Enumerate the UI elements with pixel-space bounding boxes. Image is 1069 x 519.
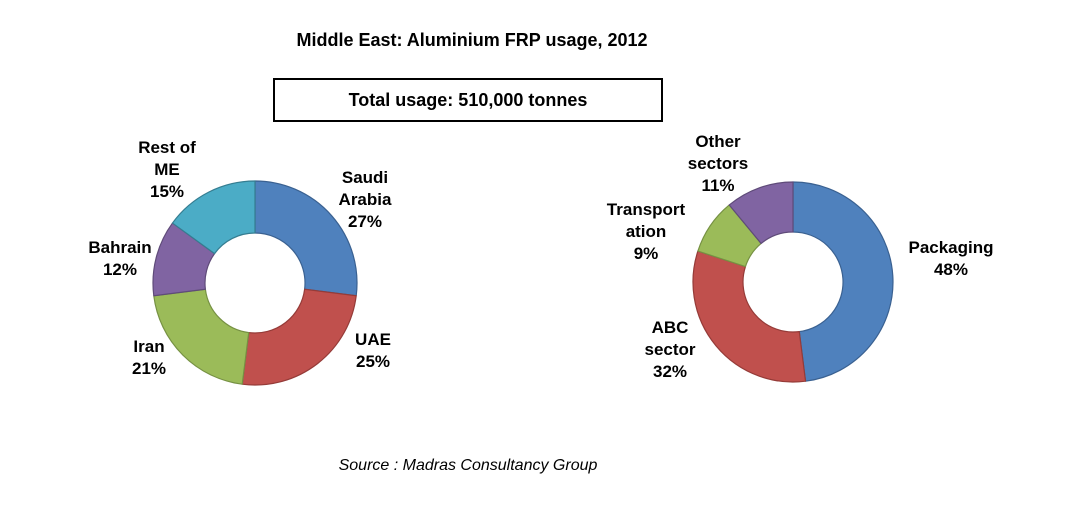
label-rest-of-me: Rest of ME 15% [138, 137, 196, 203]
label-bahrain: Bahrain 12% [88, 237, 151, 281]
label-line: 11% [701, 176, 735, 195]
label-saudi-arabia: Saudi Arabia 27% [339, 167, 392, 233]
label-line: 12% [102, 260, 138, 279]
label-uae: UAE 25% [355, 329, 391, 373]
slice-uae [241, 288, 357, 386]
label-line: Transport [606, 200, 686, 219]
total-usage-text: Total usage: 510,000 tonnes [348, 89, 588, 110]
label-line: Other [695, 132, 741, 151]
label-line: ME [154, 160, 180, 179]
label-other-sectors: Other sectors 11% [688, 131, 748, 197]
donut-chart-usage-by-country [151, 180, 358, 386]
source-note: Source : Madras Consultancy Group [338, 457, 598, 474]
donut-chart-usage-by-sector [691, 181, 894, 383]
chart-title: Middle East: Aluminium FRP usage, 2012 [296, 30, 648, 50]
label-line: Iran [133, 337, 165, 356]
label-line: Bahrain [88, 238, 152, 257]
label-line: 25% [355, 352, 391, 371]
slice-abc-sector [691, 250, 806, 383]
label-line: 15% [149, 182, 185, 201]
label-line: sector [644, 340, 696, 359]
total-usage-box: Total usage: 510,000 tonnes [273, 78, 663, 122]
label-line: Rest of [138, 138, 196, 157]
label-transportation: Transport ation 9% [607, 199, 685, 265]
slice-other-sectors [728, 181, 794, 245]
slice-packaging [791, 181, 894, 382]
label-line: ABC [651, 318, 689, 337]
label-line: 21% [131, 359, 167, 378]
label-line: Arabia [338, 190, 392, 209]
label-line: Saudi [341, 168, 389, 187]
label-packaging: Packaging 48% [908, 237, 993, 281]
label-line: UAE [355, 330, 391, 349]
label-line: Packaging [908, 238, 994, 257]
label-line: 32% [652, 362, 688, 381]
slice-rest-of-me [171, 180, 256, 255]
label-iran: Iran 21% [132, 336, 166, 380]
label-line: 9% [633, 244, 659, 263]
label-abc-sector: ABC sector 32% [644, 317, 695, 383]
label-line: ation [625, 222, 667, 241]
slice-iran [152, 288, 249, 385]
label-line: 48% [933, 260, 969, 279]
label-line: sectors [687, 154, 749, 173]
label-line: 27% [347, 212, 383, 231]
slice-saudi-arabia [253, 180, 358, 297]
